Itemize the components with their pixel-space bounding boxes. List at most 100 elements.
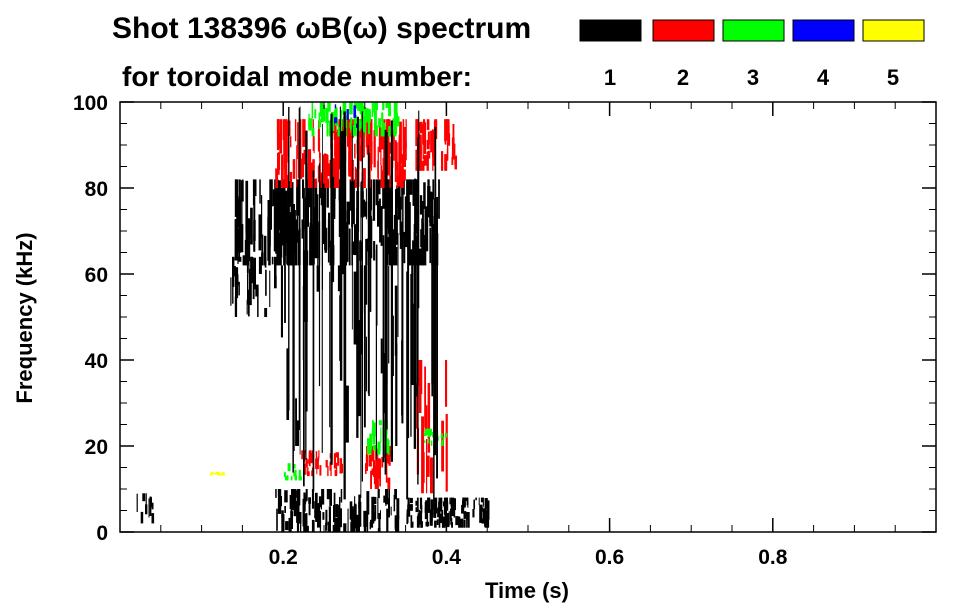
spectral-streak [284, 490, 288, 503]
spectral-streak [296, 420, 299, 446]
spectral-streak [234, 296, 238, 317]
spectral-streak [371, 446, 375, 462]
spectral-streak [418, 378, 422, 413]
spectral-streak [385, 102, 389, 108]
spectral-streak [293, 472, 295, 477]
legend-swatch-mode-1 [579, 19, 642, 42]
spectral-streak [350, 117, 353, 124]
spectral-streak [366, 513, 369, 532]
spectral-streak [326, 115, 328, 137]
legend-label-mode-3: 3 [747, 65, 759, 90]
spectral-streak [234, 179, 238, 217]
spectral-streak [344, 102, 347, 115]
burst-streak [369, 225, 372, 312]
spectral-streak [285, 190, 288, 243]
spectral-streak [479, 504, 483, 523]
spectral-streak [356, 123, 358, 128]
spectral-streak [340, 110, 343, 132]
spectral-streak [382, 122, 386, 137]
spectral-streak [400, 166, 404, 188]
spectral-streak [372, 420, 374, 430]
spectral-streak [444, 511, 447, 527]
spectral-streak [238, 199, 242, 253]
spectral-streak [449, 497, 451, 505]
spectral-streak [327, 466, 329, 477]
spectral-streak [396, 142, 398, 171]
spectral-streak [151, 513, 155, 524]
spectral-streak [312, 159, 315, 178]
spectral-streak [292, 159, 296, 179]
spectral-streak [441, 420, 444, 472]
spectral-streak [346, 109, 349, 120]
spectral-streak [313, 136, 315, 154]
spectral-streak [424, 502, 427, 513]
spectral-streak [296, 208, 299, 243]
burst-streak [397, 233, 399, 337]
spectral-streak [371, 428, 375, 435]
spectral-streak [302, 498, 305, 527]
spectral-streak [319, 179, 322, 199]
spectral-streak [308, 451, 311, 467]
spectral-streak [424, 206, 428, 237]
spectral-streak [425, 428, 428, 433]
spectral-streak [418, 134, 422, 155]
spectral-streak [288, 517, 292, 532]
spectral-streak [481, 518, 485, 524]
spectral-streak [353, 115, 355, 127]
spectral-streak [362, 173, 364, 187]
burst-streak [433, 238, 435, 510]
x-tick-label: 0.2 [269, 546, 298, 569]
spectral-streak [427, 179, 430, 218]
spectral-streak [276, 179, 279, 201]
mode-1-region-2 [280, 265, 414, 446]
spectral-streak [459, 518, 464, 528]
spectral-streak [419, 195, 423, 215]
spectral-streak [403, 231, 406, 264]
spectral-streak [379, 198, 381, 243]
spectral-streak [395, 519, 398, 532]
spectral-streak [336, 148, 340, 188]
spectral-streak [401, 179, 403, 210]
spectral-streak [246, 299, 248, 315]
spectral-streak [324, 227, 328, 251]
spectral-streak [335, 452, 338, 458]
y-tick-label: 100 [73, 92, 108, 115]
spectral-streak [349, 122, 351, 129]
spectral-streak [327, 102, 331, 112]
spectral-streak [366, 446, 368, 462]
mode-5-region-16 [209, 471, 225, 476]
spectral-streak [326, 178, 329, 188]
spectral-streak [255, 284, 259, 297]
spectral-streak [284, 119, 288, 157]
spectral-streak [367, 438, 370, 455]
spectral-streak [406, 513, 409, 525]
spectral-streak [380, 427, 382, 443]
spectral-streak [410, 497, 413, 504]
spectral-streak [274, 193, 278, 212]
spectral-streak [446, 125, 450, 141]
spectral-streak [458, 516, 461, 528]
spectral-streak [379, 458, 381, 487]
spectral-streak [316, 461, 318, 475]
spectral-streak [382, 102, 385, 111]
spectral-streak [307, 149, 312, 181]
spectral-streak [136, 493, 138, 512]
spectral-streak [373, 445, 377, 451]
spectral-streak [242, 255, 246, 266]
spectral-streak [394, 515, 397, 530]
legend-swatch-mode-5 [862, 19, 925, 42]
spectral-streak [311, 118, 313, 128]
spectral-streak [441, 439, 444, 446]
spectral-streak [309, 452, 313, 464]
spectral-streak [446, 513, 450, 528]
spectral-streak [374, 102, 377, 110]
spectral-streak [150, 497, 152, 508]
spectral-streak [343, 523, 347, 532]
spectral-streak [360, 130, 363, 162]
spectral-streak [310, 182, 313, 228]
spectral-streak [276, 119, 280, 151]
spectral-streak [422, 201, 424, 237]
spectral-streak [217, 471, 220, 473]
spectral-streak [396, 162, 399, 188]
spectral-streak [427, 428, 430, 435]
